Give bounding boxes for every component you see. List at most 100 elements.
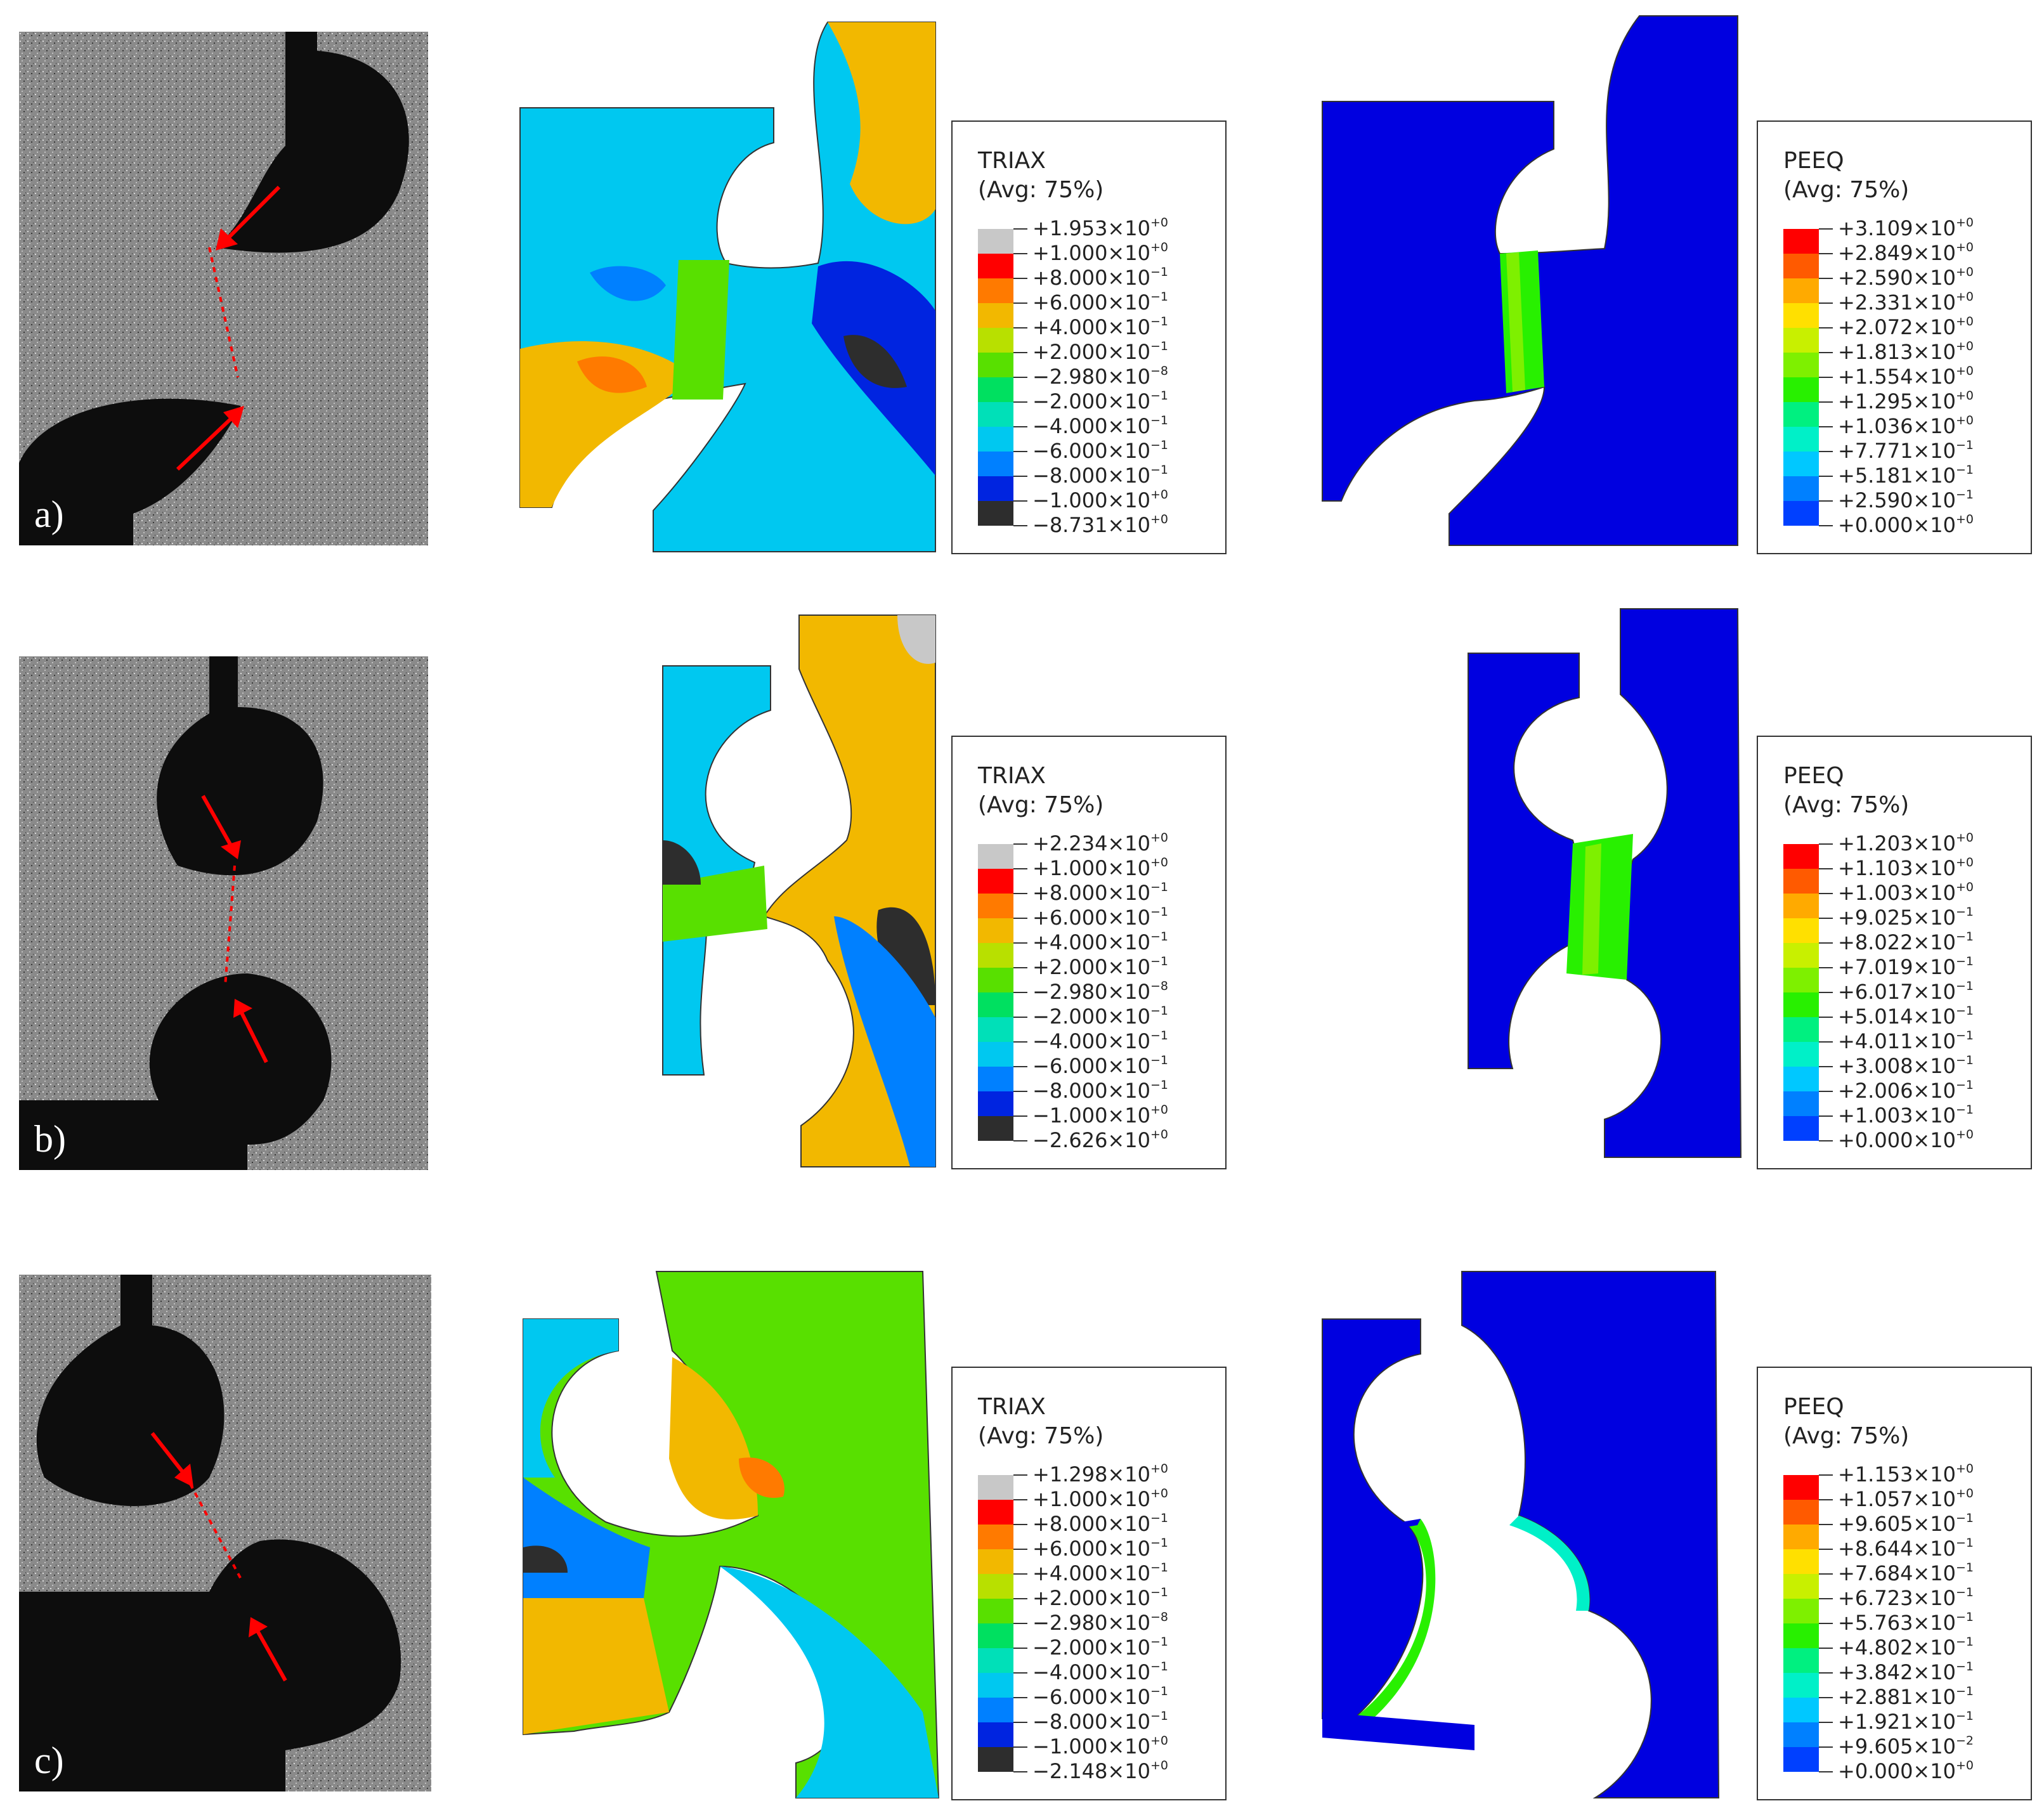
legend-swatch: [1783, 1574, 1819, 1599]
panel-label-c: c): [34, 1739, 64, 1781]
legend-swatch: [978, 278, 1013, 303]
legend-value: +4.000×10−1: [1032, 930, 1168, 954]
legend-swatch: [1783, 427, 1819, 452]
legend-tick: [1013, 1115, 1027, 1117]
legend-value: −2.000×10−1: [1032, 389, 1168, 413]
legend-tick: [1013, 1499, 1027, 1500]
legend-value: +1.295×10+0: [1838, 389, 1974, 413]
legend-value: +2.849×10+0: [1838, 240, 1974, 265]
legend-tick: [1819, 476, 1833, 477]
legend-tick: [1013, 327, 1027, 328]
legend-tick: [1819, 253, 1833, 254]
legend-title: PEEQ: [1783, 148, 1844, 174]
legend-avg: (Avg: 75%): [978, 792, 1104, 818]
legend-avg: (Avg: 75%): [1783, 177, 1910, 203]
legend-tick: [1013, 1140, 1027, 1141]
legend-tick: [1013, 228, 1027, 230]
legend-swatch: [1783, 1042, 1819, 1067]
legend-value: +1.036×10+0: [1838, 413, 1974, 438]
legend-swatch: [1783, 501, 1819, 526]
legend-swatch: [1783, 1722, 1819, 1747]
peeq-legend-c: PEEQ (Avg: 75%) +1.153×10+0 +1.057×10+0 +9…: [1757, 1367, 2032, 1800]
legend-tick: [1819, 992, 1833, 993]
legend-tick: [1819, 1573, 1833, 1575]
photo-drawing-b: [19, 656, 428, 1170]
triax-contour-a: [519, 22, 936, 552]
legend-value: +1.000×10+0: [1032, 855, 1168, 880]
legend-swatch: [1783, 1500, 1819, 1525]
legend-tick: [1819, 1672, 1833, 1674]
legend-tick: [1013, 1573, 1027, 1575]
legend-value: +1.003×10−1: [1838, 1103, 1974, 1128]
legend-tick: [1819, 500, 1833, 502]
legend-tick: [1013, 1648, 1027, 1649]
legend-value: −1.000×10+0: [1032, 1734, 1168, 1759]
legend-tick: [1819, 401, 1833, 403]
triax-legend-c: TRIAX (Avg: 75%) +1.298×10+0 +1.000×10+0 +…: [951, 1367, 1227, 1800]
legend-swatch: [1783, 1116, 1819, 1141]
legend-tick: [1819, 228, 1833, 230]
legend-swatch: [978, 1747, 1013, 1772]
legend-value: +1.554×10+0: [1838, 364, 1974, 389]
legend-swatch: [1783, 1525, 1819, 1549]
legend-swatch: [978, 844, 1013, 869]
legend-value: +0.000×10+0: [1838, 1128, 1974, 1152]
triax-legend-b: TRIAX (Avg: 75%) +2.234×10+0 +1.000×10+0 +…: [951, 736, 1227, 1169]
legend-tick: [1013, 1066, 1027, 1067]
legend-tick: [1013, 451, 1027, 452]
legend-swatch: [1783, 402, 1819, 427]
legend-swatch: [978, 1475, 1013, 1500]
legend-tick: [1819, 1091, 1833, 1092]
legend-swatch: [1783, 328, 1819, 353]
legend-tick: [1819, 302, 1833, 304]
specimen-photo-c: c): [19, 1275, 431, 1791]
legend-swatch: [978, 1722, 1013, 1747]
legend-tick: [1819, 1140, 1833, 1141]
legend-tick: [1013, 1771, 1027, 1772]
legend-swatch: [1783, 229, 1819, 254]
legend-tick: [1013, 525, 1027, 526]
legend-value: −4.000×10−1: [1032, 413, 1168, 438]
legend-value: +2.590×10−1: [1838, 488, 1974, 512]
legend-tick: [1013, 278, 1027, 279]
specimen-photo-a: a): [19, 32, 428, 545]
legend-swatch: [1783, 1648, 1819, 1673]
legend-swatch: [978, 1017, 1013, 1042]
legend-avg: (Avg: 75%): [978, 1423, 1104, 1449]
triax-contour-b: [662, 614, 936, 1167]
legend-swatch: [978, 894, 1013, 918]
peeq-contour-a: [1322, 15, 1738, 546]
legend-swatch: [1783, 452, 1819, 476]
legend-swatch: [1783, 1067, 1819, 1091]
legend-swatch: [978, 1549, 1013, 1574]
legend-swatch: [1783, 1698, 1819, 1722]
legend-tick: [1013, 942, 1027, 944]
legend-swatch: [978, 303, 1013, 328]
legend-value: −6.000×10−1: [1032, 438, 1168, 463]
legend-tick: [1819, 1524, 1833, 1525]
legend-value: +8.000×10−1: [1032, 265, 1168, 290]
legend-swatch: [978, 943, 1013, 968]
legend-tick: [1013, 302, 1027, 304]
legend-value: +6.017×10−1: [1838, 979, 1974, 1004]
legend-title: TRIAX: [978, 763, 1046, 789]
legend-value: +8.022×10−1: [1838, 930, 1974, 954]
legend-value: +9.025×10−1: [1838, 905, 1974, 930]
legend-tick: [1819, 1549, 1833, 1550]
legend-swatch: [978, 501, 1013, 526]
legend-tick: [1819, 1697, 1833, 1698]
legend-tick: [1013, 1746, 1027, 1748]
legend-swatch: [978, 229, 1013, 254]
legend-value: +8.644×10−1: [1838, 1536, 1974, 1561]
legend-value: −8.000×10−1: [1032, 1078, 1168, 1103]
photo-drawing-a: [19, 32, 428, 545]
legend-value: +1.813×10+0: [1838, 339, 1974, 364]
legend-value: +7.019×10−1: [1838, 954, 1974, 979]
legend-swatch: [978, 1599, 1013, 1623]
legend-tick: [1013, 1549, 1027, 1550]
legend-title: TRIAX: [978, 1394, 1046, 1420]
peeq-contour-b: [1468, 608, 1742, 1158]
photo-drawing-c: [19, 1275, 431, 1791]
legend-value: +5.763×10−1: [1838, 1610, 1974, 1635]
legend-value: +2.881×10−1: [1838, 1684, 1974, 1709]
